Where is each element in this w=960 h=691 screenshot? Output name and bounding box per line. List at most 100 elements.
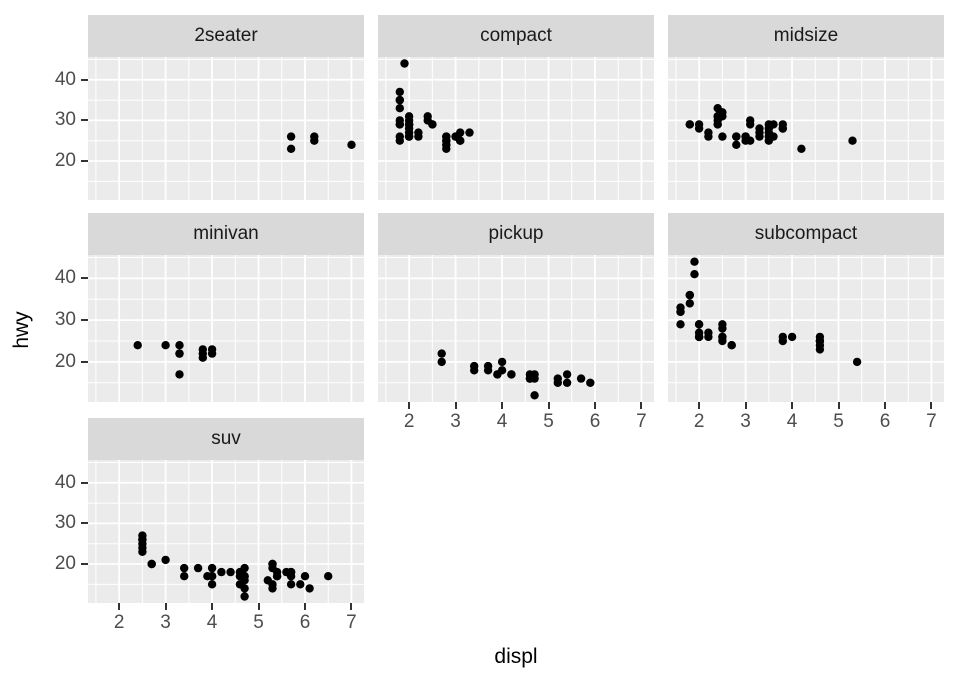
data-point — [198, 353, 207, 362]
data-point — [428, 120, 437, 129]
data-point — [296, 580, 305, 589]
data-point — [530, 370, 539, 379]
data-point — [704, 328, 713, 337]
data-point — [465, 128, 474, 137]
major-gridlines — [88, 460, 364, 603]
data-point — [300, 572, 310, 581]
data-point — [769, 132, 778, 141]
data-point — [286, 132, 296, 141]
x-tick-label: 3 — [160, 612, 171, 633]
data-point — [423, 112, 432, 121]
data-point — [718, 132, 727, 141]
x-tick-mark — [164, 603, 167, 610]
data-point — [694, 120, 704, 129]
data-point — [133, 341, 142, 350]
x-tick-label: 5 — [833, 411, 844, 432]
x-tick-mark — [501, 402, 504, 409]
data-point — [147, 559, 156, 569]
data-point — [286, 580, 296, 589]
y-tick-mark — [81, 522, 88, 525]
data-point — [240, 592, 249, 601]
y-tick-label: 30 — [54, 309, 76, 331]
data-point — [180, 572, 189, 581]
data-point — [305, 584, 314, 593]
data-point — [217, 567, 226, 577]
x-axis-title: displ — [494, 645, 538, 668]
data-point — [395, 104, 404, 113]
data-point — [207, 580, 217, 589]
data-point — [324, 572, 333, 581]
x-tick-mark — [408, 402, 411, 409]
data-point — [507, 370, 516, 379]
x-tick-label: 2 — [693, 411, 705, 432]
data-point — [268, 580, 277, 589]
x-tick-mark — [837, 402, 840, 409]
facet-panel-compact — [378, 57, 654, 200]
major-gridlines — [378, 255, 654, 402]
data-point — [694, 332, 704, 342]
y-tick-mark — [81, 277, 88, 280]
data-point — [778, 124, 787, 133]
facet-panel-midsize — [668, 57, 944, 200]
x-tick-label: 4 — [496, 411, 508, 432]
facet-strip-compact: compact — [378, 15, 654, 57]
data-point — [718, 320, 727, 329]
data-point — [676, 307, 685, 316]
x-tick-mark — [257, 603, 260, 610]
major-gridlines — [88, 255, 364, 402]
x-tick-mark — [698, 402, 701, 409]
x-tick-label: 7 — [636, 411, 647, 432]
x-tick-label: 7 — [926, 411, 937, 432]
minor-gridlines — [378, 57, 654, 200]
data-point — [451, 132, 460, 141]
y-tick-mark — [81, 119, 88, 122]
data-point — [414, 128, 423, 137]
data-points — [395, 59, 474, 153]
x-tick-label: 4 — [206, 612, 218, 633]
data-point — [778, 336, 787, 346]
data-point — [395, 116, 404, 125]
major-gridlines — [668, 255, 944, 402]
panel-background — [378, 255, 654, 402]
facet-panel-2seater — [88, 57, 364, 200]
data-point — [198, 345, 207, 354]
data-point — [193, 563, 203, 573]
data-point — [207, 563, 217, 573]
data-point — [207, 349, 217, 358]
y-tick-mark — [81, 160, 88, 162]
x-tick-mark — [930, 402, 933, 409]
data-point — [470, 366, 479, 375]
panel-background — [88, 57, 364, 200]
x-tick-label: 3 — [740, 411, 751, 432]
data-point — [240, 563, 249, 573]
data-point — [310, 136, 319, 145]
data-point — [713, 120, 722, 129]
data-point — [497, 357, 507, 367]
data-point — [437, 357, 446, 367]
data-point — [727, 341, 736, 350]
data-point — [586, 378, 595, 387]
x-tick-mark — [744, 402, 747, 409]
x-tick-mark — [303, 603, 306, 610]
y-tick-label: 30 — [54, 512, 76, 534]
x-tick-label: 6 — [299, 612, 311, 633]
facet-strip-subcompact: subcompact — [668, 213, 944, 255]
facet-strip-minivan: minivan — [88, 213, 364, 255]
data-point — [576, 374, 586, 383]
major-gridlines — [88, 57, 364, 200]
facet-panel-pickup — [378, 255, 654, 402]
facet-strip-midsize: midsize — [668, 15, 944, 57]
data-point — [497, 366, 507, 375]
data-point — [685, 290, 694, 300]
minor-gridlines — [668, 255, 944, 402]
x-tick-label: 5 — [543, 411, 554, 432]
data-point — [713, 112, 722, 121]
x-tick-label: 7 — [346, 612, 357, 633]
data-point — [207, 572, 217, 581]
y-tick-mark — [81, 360, 88, 363]
minor-gridlines — [88, 255, 364, 402]
x-tick-label: 2 — [113, 612, 125, 633]
data-point — [746, 116, 755, 125]
y-tick-mark — [81, 78, 88, 81]
